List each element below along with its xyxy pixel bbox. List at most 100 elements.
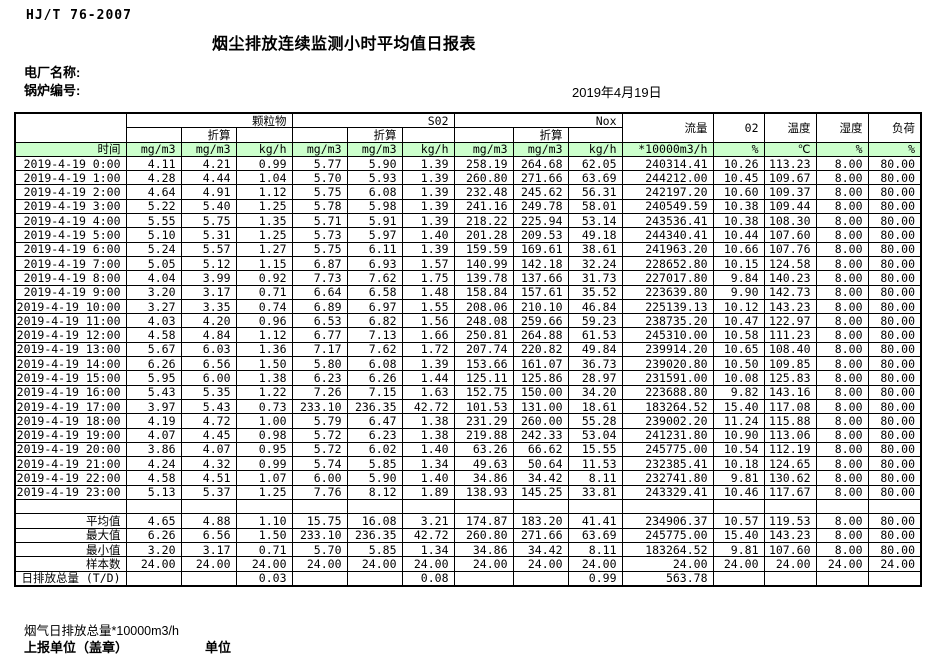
value-cell: 5.74	[291, 456, 348, 472]
value-cell	[346, 499, 403, 515]
header-o2: 02	[712, 112, 765, 143]
value-cell: 5.80	[291, 356, 348, 372]
value-cell: 1.39	[401, 184, 455, 200]
summary-row: 最大值 6.26 6.56 1.50 233.10 236.35 42.72 260.80 27…	[14, 527, 922, 543]
flow-total-note: 烟气日排放总量*10000m3/h	[24, 624, 179, 638]
value-cell: 143.23	[763, 527, 817, 543]
unit-cell: mg/m3	[346, 141, 403, 157]
value-cell: 0.99	[235, 155, 293, 172]
value-cell: 1.39	[401, 241, 455, 257]
value-cell: 80.00	[867, 413, 922, 429]
value-cell: 143.23	[763, 298, 817, 315]
value-cell: 219.88	[453, 427, 514, 443]
value-cell: 1.27	[235, 241, 293, 257]
value-cell: 239914.20	[621, 341, 714, 358]
value-cell: 4.11	[125, 155, 182, 172]
value-cell: 31.73	[567, 270, 623, 286]
value-cell: 8.00	[815, 456, 869, 472]
value-cell: 3.17	[180, 284, 237, 300]
value-cell: 1.89	[401, 484, 455, 501]
value-cell: 24.00	[180, 556, 237, 572]
time-cell: 2019-4-19 16:00	[14, 384, 127, 400]
value-cell: 8.00	[815, 255, 869, 272]
value-cell: 124.65	[763, 456, 817, 472]
table-row: 2019-4-19 6:00 5.24 5.57 1.27 5.75 6.11 1.39 15…	[14, 241, 922, 257]
value-cell: 10.50	[712, 356, 765, 372]
value-cell: 130.62	[763, 470, 817, 486]
value-cell: 10.15	[712, 255, 765, 272]
value-cell: 243329.41	[621, 484, 714, 501]
value-cell: 5.91	[346, 213, 403, 229]
value-cell: 5.97	[346, 227, 403, 243]
value-cell: 245.62	[512, 184, 569, 200]
value-cell: 143.16	[763, 384, 817, 400]
value-cell: 1.50	[235, 527, 293, 543]
value-cell: 240549.59	[621, 198, 714, 215]
value-cell: 10.26	[712, 155, 765, 172]
value-cell: 236.35	[346, 398, 403, 415]
value-cell: 8.00	[815, 313, 869, 329]
value-cell	[235, 499, 293, 515]
value-cell: 15.40	[712, 398, 765, 415]
report-table: 颗粒物 S02 Nox 流量 02 温度 湿度 负荷 折算 折算 折算 时间 m…	[14, 112, 922, 587]
value-cell: 5.72	[291, 427, 348, 443]
table-row: 2019-4-19 21:00 4.24 4.32 0.99 5.74 5.85 1.34 4…	[14, 456, 922, 472]
value-cell: 5.43	[180, 398, 237, 415]
value-cell: 244212.00	[621, 170, 714, 186]
value-cell: 1.34	[401, 456, 455, 472]
value-cell: 9.84	[712, 270, 765, 286]
value-cell: 183264.52	[621, 398, 714, 415]
value-cell: 271.66	[512, 527, 569, 543]
value-cell: 3.27	[125, 298, 182, 315]
value-cell: 6.23	[346, 427, 403, 443]
value-cell: 6.87	[291, 255, 348, 272]
unit-cell: mg/m3	[453, 141, 514, 157]
value-cell	[180, 499, 237, 515]
value-cell: 80.00	[867, 484, 922, 501]
value-cell: 1.39	[401, 356, 455, 372]
value-cell: 6.08	[346, 184, 403, 200]
unit-cell: %	[815, 141, 869, 157]
value-cell: 233.10	[291, 527, 348, 543]
value-cell: 107.76	[763, 241, 817, 257]
group-header-particulate: 颗粒物	[125, 112, 293, 129]
time-cell: 2019-4-19 10:00	[14, 298, 127, 315]
value-cell: 8.00	[815, 170, 869, 186]
value-cell: 8.00	[815, 370, 869, 386]
time-cell: 2019-4-19 11:00	[14, 313, 127, 329]
value-cell: 0.92	[235, 270, 293, 286]
value-cell: 6.11	[346, 241, 403, 257]
value-cell: 1.34	[401, 541, 455, 558]
value-cell: 6.56	[180, 527, 237, 543]
value-cell: 18.61	[567, 398, 623, 415]
value-cell: 1.66	[401, 327, 455, 343]
value-cell: 6.93	[346, 255, 403, 272]
value-cell: 140.99	[453, 255, 514, 272]
value-cell: 5.85	[346, 541, 403, 558]
value-cell: 8.00	[815, 155, 869, 172]
value-cell: 5.85	[346, 456, 403, 472]
value-cell: 8.00	[815, 327, 869, 343]
value-cell: 5.24	[125, 241, 182, 257]
value-cell: 46.84	[567, 298, 623, 315]
value-cell: 260.80	[453, 527, 514, 543]
table-row: 2019-4-19 15:00 5.95 6.00 1.38 6.23 6.26 1.44 1…	[14, 370, 922, 386]
value-cell: 4.24	[125, 456, 182, 472]
value-cell: 10.38	[712, 213, 765, 229]
value-cell: 38.61	[567, 241, 623, 257]
time-cell: 2019-4-19 18:00	[14, 413, 127, 429]
value-cell: 6.26	[125, 356, 182, 372]
value-cell: 259.66	[512, 313, 569, 329]
value-cell: 1.25	[235, 484, 293, 501]
value-cell: 244340.41	[621, 227, 714, 243]
value-cell: 1.40	[401, 227, 455, 243]
time-cell: 最大值	[14, 527, 127, 543]
value-cell: 80.00	[867, 527, 922, 543]
value-cell: 34.42	[512, 541, 569, 558]
value-cell: 220.82	[512, 341, 569, 358]
value-cell: 1.04	[235, 170, 293, 186]
value-cell: 7.17	[291, 341, 348, 358]
value-cell: 4.07	[180, 441, 237, 458]
table-row: 2019-4-19 20:00 3.86 4.07 0.95 5.72 6.02 1.40 6…	[14, 441, 922, 458]
value-cell: 80.00	[867, 241, 922, 257]
